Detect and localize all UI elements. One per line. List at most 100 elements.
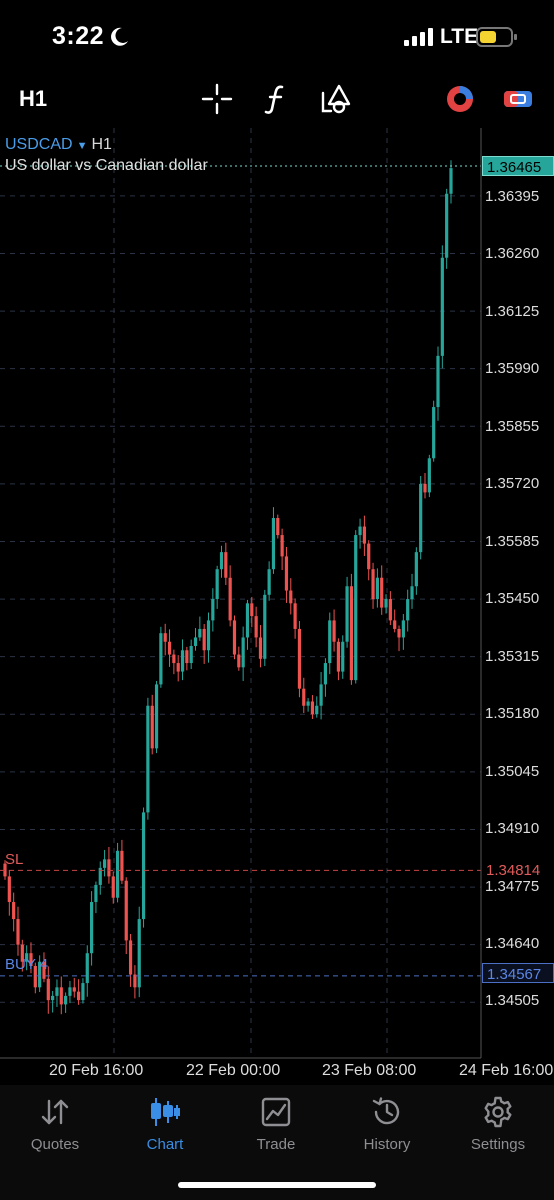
- candle-body: [250, 603, 254, 617]
- candle-body: [77, 991, 81, 1001]
- candle-body: [59, 987, 63, 1005]
- cellular-signal-icon: [404, 28, 433, 46]
- candle-body: [367, 543, 371, 570]
- candle-body: [51, 995, 55, 1001]
- candle-body: [263, 594, 267, 659]
- candle-body: [102, 859, 107, 868]
- candle-body: [345, 586, 349, 642]
- price-tick: 1.35180: [485, 705, 540, 722]
- candle-body: [328, 620, 332, 664]
- candle-body: [419, 483, 423, 553]
- tab-label: Trade: [256, 1136, 296, 1153]
- candle-body: [137, 919, 141, 988]
- candle-body: [154, 684, 159, 749]
- candle-body: [232, 620, 237, 655]
- tab-quotes[interactable]: Quotes: [0, 1095, 110, 1165]
- candle-body: [16, 919, 20, 945]
- tab-trade[interactable]: Trade: [221, 1095, 331, 1165]
- candle-body: [115, 850, 120, 898]
- candle-body: [228, 577, 232, 621]
- crosshair-icon[interactable]: [200, 82, 234, 116]
- candle-body: [397, 628, 401, 638]
- buy-line-label[interactable]: BUY 4: [5, 956, 49, 973]
- symbol-dropdown-icon[interactable]: ▼: [76, 140, 88, 152]
- candle-body: [198, 628, 202, 638]
- candle-body: [297, 628, 302, 689]
- candle-body: [427, 458, 431, 493]
- candle-body: [445, 193, 449, 258]
- candle-body: [401, 620, 405, 638]
- tab-settings[interactable]: Settings: [443, 1095, 553, 1165]
- candle-body: [267, 569, 271, 595]
- tab-history[interactable]: History: [332, 1095, 442, 1165]
- candle-body: [432, 407, 436, 459]
- trade-toggle-icon[interactable]: [501, 82, 535, 116]
- candle-body: [202, 628, 206, 651]
- candle-body: [254, 616, 258, 638]
- candle-body: [185, 650, 189, 664]
- candle-body: [120, 850, 124, 881]
- candle-body: [72, 987, 76, 992]
- candle-body: [219, 552, 224, 570]
- candle-body: [141, 812, 146, 920]
- candle-body: [7, 876, 11, 902]
- candle-body: [111, 876, 115, 898]
- home-indicator: [178, 1182, 376, 1188]
- time-tick: 24 Feb 16:00: [459, 1062, 554, 1079]
- candle-body: [276, 518, 280, 536]
- tab-label: Quotes: [30, 1136, 80, 1153]
- symbol-name[interactable]: USDCAD: [5, 136, 73, 153]
- candle-body: [29, 953, 33, 966]
- candle-body: [388, 599, 392, 621]
- bottom-tab-bar: Quotes Chart Trade: [0, 1085, 554, 1200]
- objects-icon[interactable]: [319, 82, 353, 116]
- candle-body: [68, 987, 72, 996]
- candle-body: [449, 168, 453, 194]
- candle-body: [224, 552, 228, 578]
- candle-body: [150, 705, 154, 749]
- candle-body: [393, 620, 397, 629]
- candle-body: [128, 940, 133, 975]
- candle-body: [284, 556, 289, 591]
- candle-body: [163, 633, 167, 642]
- candle-body: [64, 995, 68, 1005]
- candle-body: [12, 902, 16, 920]
- chart-type-icon[interactable]: [443, 82, 477, 116]
- candle-body: [55, 987, 59, 996]
- candle-body: [349, 586, 353, 681]
- candle-body: [375, 577, 379, 600]
- candle-body: [42, 961, 46, 979]
- symbol-header[interactable]: USDCAD ▼ H1: [5, 136, 112, 154]
- indicators-icon[interactable]: [259, 82, 293, 116]
- candle-body: [133, 974, 137, 988]
- quotes-arrows-icon: [41, 1099, 69, 1125]
- price-chart[interactable]: [0, 0, 554, 1085]
- moon-icon: [111, 27, 128, 46]
- candle-body: [280, 535, 284, 557]
- candle-body: [81, 983, 85, 1001]
- candle-body: [293, 603, 297, 629]
- candle-body: [159, 633, 163, 685]
- timeframe-selector[interactable]: H1: [19, 86, 48, 111]
- price-tick: 1.36125: [485, 303, 540, 320]
- candle-body: [332, 620, 336, 642]
- candle-body: [85, 953, 89, 984]
- history-clock-icon: [372, 1097, 400, 1125]
- candle-body: [306, 701, 310, 706]
- candle-body: [289, 590, 293, 604]
- tab-chart[interactable]: Chart: [110, 1095, 220, 1165]
- candle-body: [46, 978, 50, 1001]
- candle-body: [319, 684, 323, 706]
- symbol-description: US dollar vs Canadian dollar: [5, 157, 208, 174]
- tab-label: Chart: [146, 1136, 184, 1153]
- trade-chart-icon: [261, 1097, 291, 1127]
- candle-body: [176, 663, 180, 672]
- sl-line-label[interactable]: SL: [5, 851, 24, 868]
- price-tick: 1.35855: [485, 418, 540, 435]
- price-tick: 1.35720: [485, 475, 540, 492]
- time-tick: 20 Feb 16:00: [49, 1062, 144, 1079]
- status-time: 3:22: [52, 22, 105, 50]
- candle-body: [215, 569, 219, 600]
- candle-body: [406, 599, 410, 621]
- battery-icon: [476, 27, 517, 47]
